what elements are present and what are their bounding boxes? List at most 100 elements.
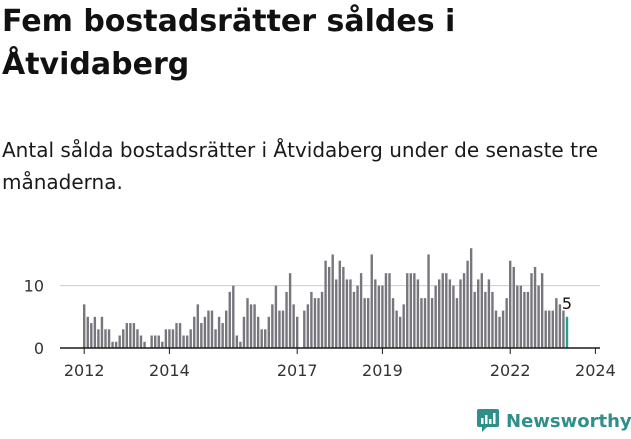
bar bbox=[445, 273, 448, 348]
bar bbox=[90, 323, 93, 348]
bar bbox=[313, 298, 317, 348]
bar bbox=[438, 279, 441, 348]
bar bbox=[420, 298, 423, 348]
bar bbox=[516, 285, 519, 348]
chart-title: Fem bostadsrätter såldes i Åtvidaberg bbox=[2, 4, 456, 82]
x-tick-label: 2022 bbox=[490, 361, 531, 380]
bar bbox=[367, 298, 370, 348]
bar bbox=[391, 298, 395, 348]
last-value-label: 5 bbox=[562, 294, 572, 313]
bar bbox=[452, 285, 455, 348]
bar bbox=[533, 266, 537, 348]
newsworthy-brand-name: Newsworthy bbox=[506, 410, 631, 432]
bar bbox=[83, 304, 86, 348]
bar bbox=[185, 335, 189, 348]
bar bbox=[494, 310, 498, 348]
bar bbox=[537, 285, 540, 348]
bar bbox=[562, 310, 565, 348]
bar bbox=[242, 316, 246, 348]
bar bbox=[157, 335, 160, 348]
bar-highlight bbox=[565, 316, 569, 348]
bar bbox=[441, 273, 444, 348]
bar bbox=[239, 341, 242, 348]
bar bbox=[477, 279, 480, 348]
bar bbox=[480, 273, 483, 348]
bar bbox=[217, 316, 221, 348]
bar bbox=[398, 316, 402, 348]
bar bbox=[207, 310, 210, 348]
bar bbox=[523, 291, 526, 348]
bar bbox=[469, 248, 473, 348]
bar bbox=[402, 304, 405, 348]
bar bbox=[331, 254, 334, 348]
bar bbox=[168, 329, 171, 348]
x-tick-label: 2012 bbox=[64, 361, 105, 380]
bar bbox=[377, 285, 381, 348]
x-tick-label: 2014 bbox=[149, 361, 190, 380]
x-tick-label: 2024 bbox=[575, 361, 616, 380]
y-tick-label: 0 bbox=[34, 339, 44, 358]
bar bbox=[164, 329, 168, 348]
bar bbox=[310, 291, 313, 348]
bar bbox=[136, 329, 139, 348]
bar bbox=[413, 273, 416, 348]
bar bbox=[327, 266, 331, 348]
bar bbox=[384, 273, 388, 348]
bar bbox=[154, 335, 157, 348]
bar bbox=[423, 298, 427, 348]
bar bbox=[97, 329, 100, 348]
bar bbox=[455, 298, 459, 348]
bar bbox=[466, 260, 469, 348]
bar bbox=[320, 291, 324, 348]
x-tick-label: 2019 bbox=[362, 361, 403, 380]
bar bbox=[107, 329, 111, 348]
bar bbox=[501, 310, 505, 348]
bar bbox=[505, 298, 508, 348]
bar bbox=[267, 316, 270, 348]
bar bbox=[512, 266, 515, 348]
bar bbox=[210, 310, 214, 348]
bar bbox=[459, 279, 462, 348]
bar bbox=[171, 329, 175, 348]
bar bbox=[175, 323, 178, 348]
bar bbox=[356, 285, 359, 348]
bar bbox=[264, 329, 267, 348]
bar bbox=[285, 291, 288, 348]
bar bbox=[196, 304, 199, 348]
bar bbox=[530, 273, 533, 348]
bar bbox=[232, 285, 235, 348]
bar bbox=[235, 335, 239, 348]
bar bbox=[178, 323, 182, 348]
bar bbox=[352, 291, 356, 348]
bar bbox=[306, 304, 310, 348]
bar bbox=[540, 273, 544, 348]
bar bbox=[548, 310, 551, 348]
bar bbox=[498, 316, 501, 348]
bar bbox=[139, 335, 143, 348]
bar bbox=[86, 316, 89, 348]
bar bbox=[342, 266, 345, 348]
y-tick-label: 10 bbox=[24, 277, 44, 296]
bar bbox=[335, 279, 338, 348]
bar bbox=[487, 279, 491, 348]
bar bbox=[416, 279, 420, 348]
bar bbox=[281, 310, 285, 348]
bar bbox=[132, 323, 136, 348]
bar bbox=[509, 260, 512, 348]
bar bbox=[317, 298, 320, 348]
bar bbox=[122, 329, 125, 348]
bar-chart: 0 10 2012 2014 2017 2019 2022 2024 5 bbox=[24, 248, 616, 380]
bar bbox=[150, 335, 153, 348]
bar bbox=[125, 323, 128, 348]
bar bbox=[118, 335, 121, 348]
bar bbox=[324, 260, 327, 348]
bar bbox=[406, 273, 409, 348]
bar bbox=[214, 329, 217, 348]
bar bbox=[484, 291, 487, 348]
bar bbox=[491, 291, 494, 348]
bar bbox=[253, 304, 256, 348]
bar bbox=[374, 279, 377, 348]
bar bbox=[292, 304, 295, 348]
bar bbox=[260, 329, 263, 348]
bar bbox=[278, 310, 281, 348]
